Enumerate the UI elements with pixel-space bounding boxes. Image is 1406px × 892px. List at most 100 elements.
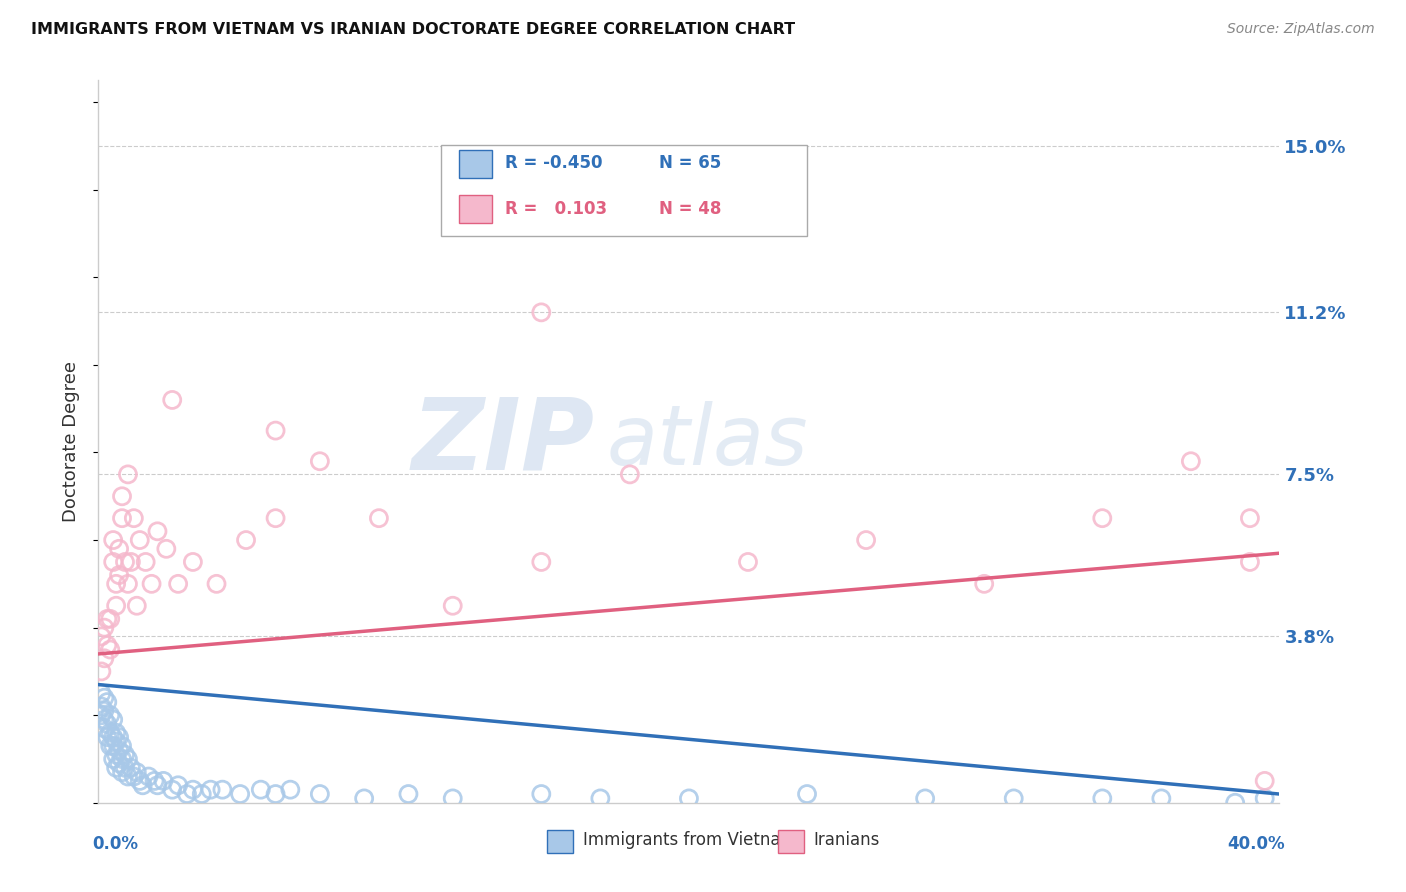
Point bbox=[280, 782, 302, 797]
Point bbox=[619, 467, 641, 482]
Point bbox=[128, 533, 150, 547]
Point bbox=[90, 629, 112, 643]
Point bbox=[128, 773, 150, 788]
Point bbox=[105, 577, 128, 591]
Point bbox=[530, 787, 553, 801]
Point bbox=[122, 770, 145, 784]
Point bbox=[167, 577, 190, 591]
Point bbox=[1091, 791, 1114, 805]
Point bbox=[530, 555, 553, 569]
Point bbox=[398, 787, 420, 801]
Point bbox=[93, 722, 115, 736]
Text: N = 65: N = 65 bbox=[659, 153, 721, 171]
Text: Immigrants from Vietnam: Immigrants from Vietnam bbox=[582, 831, 796, 849]
Bar bbox=[547, 830, 574, 854]
Point bbox=[309, 787, 332, 801]
Point bbox=[211, 782, 233, 797]
Point bbox=[93, 651, 115, 665]
Point bbox=[96, 717, 118, 731]
Point bbox=[120, 761, 142, 775]
Point bbox=[111, 739, 134, 753]
Point bbox=[103, 752, 125, 766]
Point bbox=[96, 730, 118, 744]
Point bbox=[103, 739, 125, 753]
Text: atlas: atlas bbox=[606, 401, 808, 482]
Point bbox=[441, 791, 464, 805]
Point bbox=[1225, 796, 1247, 810]
Point bbox=[368, 511, 391, 525]
Point bbox=[103, 713, 125, 727]
Point bbox=[1002, 791, 1025, 805]
Point bbox=[1091, 511, 1114, 525]
Point bbox=[1180, 454, 1202, 468]
Point bbox=[1150, 791, 1173, 805]
Point bbox=[132, 778, 155, 792]
Point bbox=[125, 599, 148, 613]
Point bbox=[108, 730, 131, 744]
Point bbox=[167, 778, 190, 792]
Point bbox=[205, 577, 228, 591]
Text: 40.0%: 40.0% bbox=[1227, 835, 1285, 854]
Point bbox=[181, 782, 204, 797]
Point bbox=[105, 734, 128, 748]
Point bbox=[108, 541, 131, 556]
Point bbox=[914, 791, 936, 805]
Point bbox=[111, 765, 134, 780]
Point bbox=[155, 541, 177, 556]
Point bbox=[108, 743, 131, 757]
Point bbox=[103, 555, 125, 569]
Y-axis label: Doctorate Degree: Doctorate Degree bbox=[62, 361, 80, 522]
Point bbox=[111, 752, 134, 766]
Point bbox=[114, 747, 136, 762]
Bar bbox=[778, 830, 803, 854]
Point bbox=[103, 730, 125, 744]
Point bbox=[90, 665, 112, 679]
Point bbox=[229, 787, 252, 801]
Point bbox=[96, 695, 118, 709]
Bar bbox=[458, 195, 492, 223]
Point bbox=[162, 782, 183, 797]
Point bbox=[93, 713, 115, 727]
Point bbox=[176, 787, 198, 801]
Point bbox=[1254, 791, 1277, 805]
Point bbox=[264, 787, 287, 801]
Text: IMMIGRANTS FROM VIETNAM VS IRANIAN DOCTORATE DEGREE CORRELATION CHART: IMMIGRANTS FROM VIETNAM VS IRANIAN DOCTO… bbox=[31, 22, 794, 37]
Point bbox=[678, 791, 700, 805]
Point bbox=[111, 511, 134, 525]
Point bbox=[1239, 511, 1261, 525]
Point bbox=[1254, 773, 1277, 788]
Point bbox=[146, 778, 169, 792]
Text: R =   0.103: R = 0.103 bbox=[505, 200, 607, 218]
Point bbox=[103, 533, 125, 547]
Point bbox=[114, 555, 136, 569]
Bar bbox=[458, 151, 492, 178]
Point bbox=[973, 577, 995, 591]
Text: R = -0.450: R = -0.450 bbox=[505, 153, 602, 171]
Point bbox=[114, 761, 136, 775]
Point bbox=[855, 533, 877, 547]
FancyBboxPatch shape bbox=[441, 145, 807, 235]
Point bbox=[143, 773, 166, 788]
Point bbox=[90, 686, 112, 700]
Point bbox=[138, 770, 160, 784]
Point bbox=[117, 577, 139, 591]
Point bbox=[93, 690, 115, 705]
Point bbox=[96, 638, 118, 652]
Point bbox=[737, 555, 759, 569]
Point bbox=[530, 305, 553, 319]
Point bbox=[117, 752, 139, 766]
Text: ZIP: ZIP bbox=[412, 393, 595, 490]
Point bbox=[90, 708, 112, 723]
Point bbox=[117, 770, 139, 784]
Point bbox=[152, 773, 174, 788]
Point bbox=[589, 791, 612, 805]
Point bbox=[98, 612, 121, 626]
Point bbox=[122, 511, 145, 525]
Point bbox=[353, 791, 375, 805]
Point bbox=[105, 599, 128, 613]
Point bbox=[98, 708, 121, 723]
Point bbox=[309, 454, 332, 468]
Point bbox=[146, 524, 169, 539]
Point bbox=[98, 642, 121, 657]
Point bbox=[98, 739, 121, 753]
